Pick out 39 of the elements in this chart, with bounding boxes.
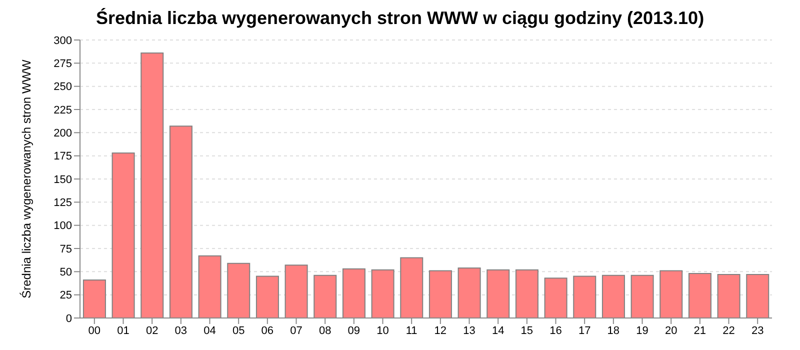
y-tick-label: 250 [54,81,72,94]
x-tick-label: 09 [348,324,360,337]
x-tick-label: 20 [664,324,678,337]
x-tick-label: 04 [204,324,216,337]
chart-title: Średnia liczba wygenerowanych stron WWW w ciągu godziny (2013.10) [94,8,706,30]
x-tick-label: 03 [174,324,188,337]
x-tick-label: 22 [722,324,735,337]
x-tick-label: 15 [520,324,534,337]
y-tick-label: 150 [54,174,72,186]
y-tick-label: 50 [60,266,72,279]
x-tick-label: 19 [636,324,648,337]
x-tick-label: 10 [376,324,389,337]
x-tick-label: 08 [318,324,332,337]
x-tick-label: 06 [261,324,274,337]
x-tick-label: 12 [434,324,447,337]
x-tick-label: 18 [607,324,620,337]
x-tick-label: 07 [290,324,302,337]
x-tick-label: 13 [463,324,476,337]
x-tick-label: 02 [146,324,158,337]
x-tick-label: 16 [550,324,562,337]
x-tick-label: 05 [232,324,245,337]
y-tick-label: 200 [54,128,72,140]
y-tick-label: 300 [54,34,72,47]
y-tick-label: 125 [54,197,72,210]
y-tick-label: 0 [66,312,72,325]
y-tick-label: 175 [54,150,72,163]
y-axis-title: Średnia liczba wygenerowanych stron WWW [19,58,34,298]
x-tick-label: 14 [492,324,504,337]
x-tick-label: 00 [88,324,101,337]
x-tick-label: 21 [694,324,706,337]
y-tick-label: 275 [54,58,72,70]
y-tick-label: 225 [54,104,72,116]
y-tick-label: 25 [60,290,72,302]
y-tick-label: 75 [60,243,72,256]
x-tick-label: 23 [751,324,764,337]
x-tick-label: 17 [578,324,591,337]
x-tick-label: 11 [406,324,418,337]
x-tick-label: 01 [117,324,130,337]
y-tick-label: 100 [54,220,72,232]
